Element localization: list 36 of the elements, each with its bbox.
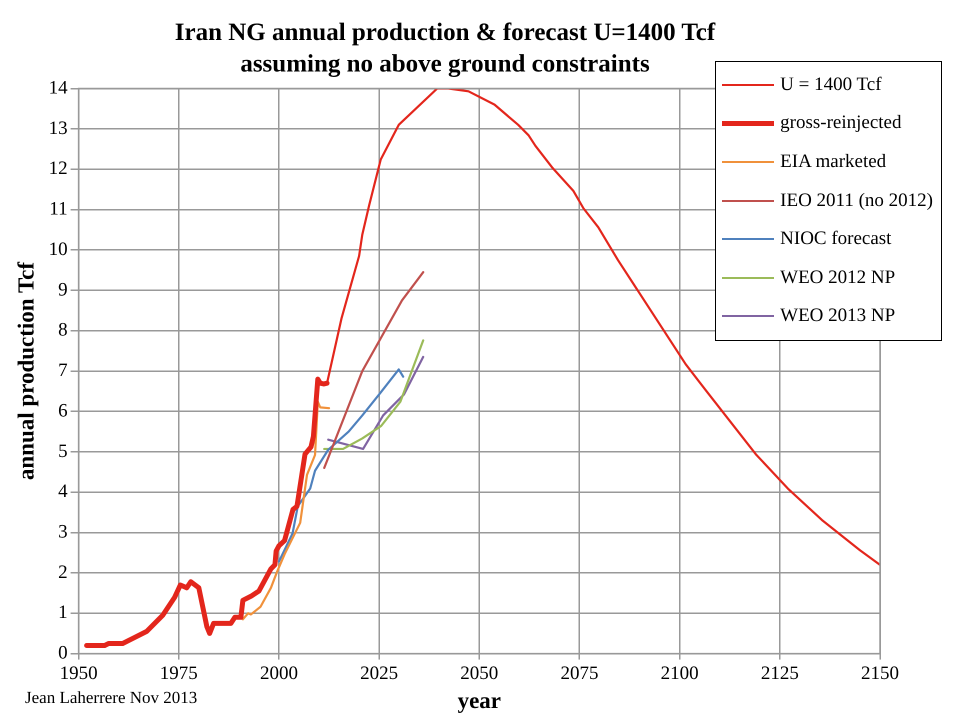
- x-tick-label: 1950: [60, 662, 98, 684]
- y-tick-label: 8: [58, 320, 68, 341]
- x-tick-label: 2125: [760, 662, 799, 684]
- y-tick-label: 6: [58, 400, 68, 422]
- y-tick-label: 7: [58, 360, 68, 382]
- legend-label: EIA marketed: [780, 150, 886, 173]
- legend-label: NIOC forecast: [780, 228, 892, 250]
- y-axis-title: annual production Tcf: [14, 262, 39, 480]
- legend-label: gross-reinjected: [780, 112, 902, 134]
- y-tick-label: 5: [58, 440, 68, 462]
- y-tick-label: 9: [58, 279, 68, 300]
- y-tick-label: 12: [48, 158, 68, 180]
- x-tick-label: 1975: [160, 662, 198, 684]
- legend-label: WEO 2012 NP: [780, 266, 896, 289]
- x-tick-label: 2100: [660, 662, 699, 684]
- text: assuming no above ground constraints: [240, 50, 650, 78]
- x-tick-label: 2075: [560, 662, 598, 684]
- text: Jean Laherrere Nov 2013: [25, 688, 198, 708]
- y-tick-label: 3: [58, 521, 68, 542]
- legend-label: WEO 2013 NP: [780, 305, 896, 328]
- y-tick-label: 10: [48, 238, 68, 260]
- text: Iran NG annual production & forecast U=1400 Tcf: [174, 19, 716, 46]
- y-tick-label: 1: [58, 602, 68, 624]
- y-tick-label: 0: [58, 642, 68, 664]
- x-tick-label: 2150: [861, 662, 899, 684]
- y-tick-label: 2: [58, 562, 68, 583]
- y-tick-label: 14: [48, 77, 68, 98]
- y-tick-label: 13: [48, 118, 68, 139]
- legend-label: IEO 2011 (no 2012): [780, 190, 933, 212]
- y-tick-label: 11: [49, 198, 68, 220]
- x-axis-title: year: [458, 688, 502, 714]
- x-tick-label: 2050: [460, 662, 498, 684]
- x-tick-label: 2000: [260, 662, 298, 684]
- legend-label: U = 1400 Tcf: [780, 74, 882, 96]
- y-tick-label: 4: [58, 481, 68, 502]
- x-tick-label: 2025: [360, 662, 398, 684]
